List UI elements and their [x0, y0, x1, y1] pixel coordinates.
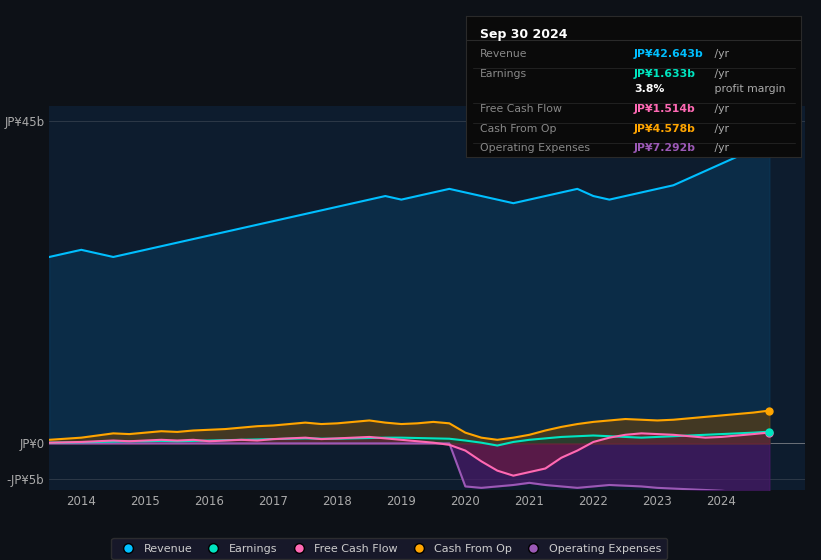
- Text: Sep 30 2024: Sep 30 2024: [479, 29, 567, 41]
- Text: JP¥7.292b: JP¥7.292b: [634, 143, 696, 153]
- Text: Operating Expenses: Operating Expenses: [479, 143, 589, 153]
- Text: /yr: /yr: [711, 49, 729, 59]
- Text: 3.8%: 3.8%: [634, 84, 664, 94]
- Text: Free Cash Flow: Free Cash Flow: [479, 104, 562, 114]
- Text: /yr: /yr: [711, 68, 729, 78]
- Text: /yr: /yr: [711, 124, 729, 134]
- Text: profit margin: profit margin: [711, 84, 786, 94]
- Text: /yr: /yr: [711, 143, 729, 153]
- Text: Earnings: Earnings: [479, 68, 527, 78]
- Legend: Revenue, Earnings, Free Cash Flow, Cash From Op, Operating Expenses: Revenue, Earnings, Free Cash Flow, Cash …: [112, 538, 667, 559]
- Text: Revenue: Revenue: [479, 49, 527, 59]
- Text: Cash From Op: Cash From Op: [479, 124, 556, 134]
- Text: JP¥4.578b: JP¥4.578b: [634, 124, 695, 134]
- Text: JP¥1.514b: JP¥1.514b: [634, 104, 695, 114]
- Text: JP¥42.643b: JP¥42.643b: [634, 49, 704, 59]
- Text: JP¥1.633b: JP¥1.633b: [634, 68, 696, 78]
- Text: /yr: /yr: [711, 104, 729, 114]
